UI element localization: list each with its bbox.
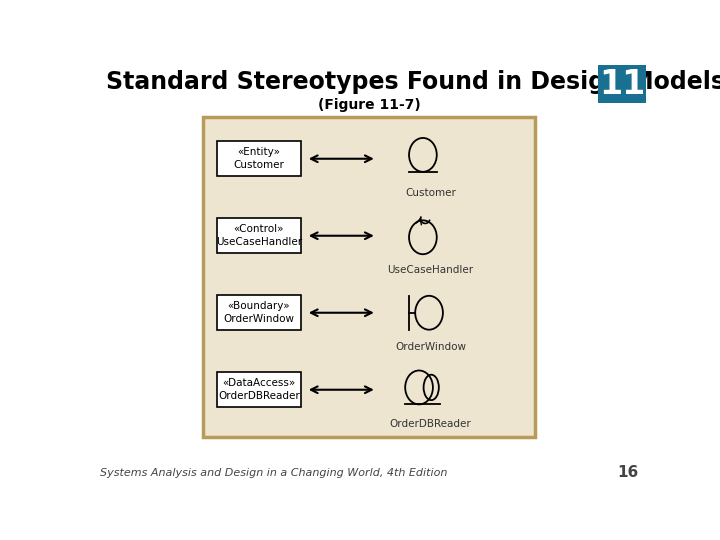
FancyBboxPatch shape [217,218,301,253]
Text: Standard Stereotypes Found in Design Models: Standard Stereotypes Found in Design Mod… [106,70,720,94]
FancyBboxPatch shape [217,295,301,330]
FancyBboxPatch shape [598,65,647,103]
Text: «Entity»: «Entity» [238,147,280,157]
Text: UseCaseHandler: UseCaseHandler [216,237,302,247]
Text: 16: 16 [617,465,639,481]
Text: Customer: Customer [405,188,456,198]
Text: OrderDBReader: OrderDBReader [218,391,300,401]
FancyBboxPatch shape [217,372,301,408]
FancyBboxPatch shape [204,117,534,437]
Text: «DataAccess»: «DataAccess» [222,377,295,388]
Text: OrderWindow: OrderWindow [223,314,294,324]
Text: «Boundary»: «Boundary» [228,301,290,310]
Text: Systems Analysis and Design in a Changing World, 4th Edition: Systems Analysis and Design in a Changin… [99,468,447,478]
Text: OrderWindow: OrderWindow [395,342,466,352]
Text: 11: 11 [599,68,645,100]
Text: UseCaseHandler: UseCaseHandler [387,265,474,275]
Text: Customer: Customer [233,160,284,170]
Text: OrderDBReader: OrderDBReader [390,419,472,429]
Text: «Control»: «Control» [233,224,284,234]
FancyBboxPatch shape [217,141,301,177]
Text: (Figure 11-7): (Figure 11-7) [318,98,420,112]
